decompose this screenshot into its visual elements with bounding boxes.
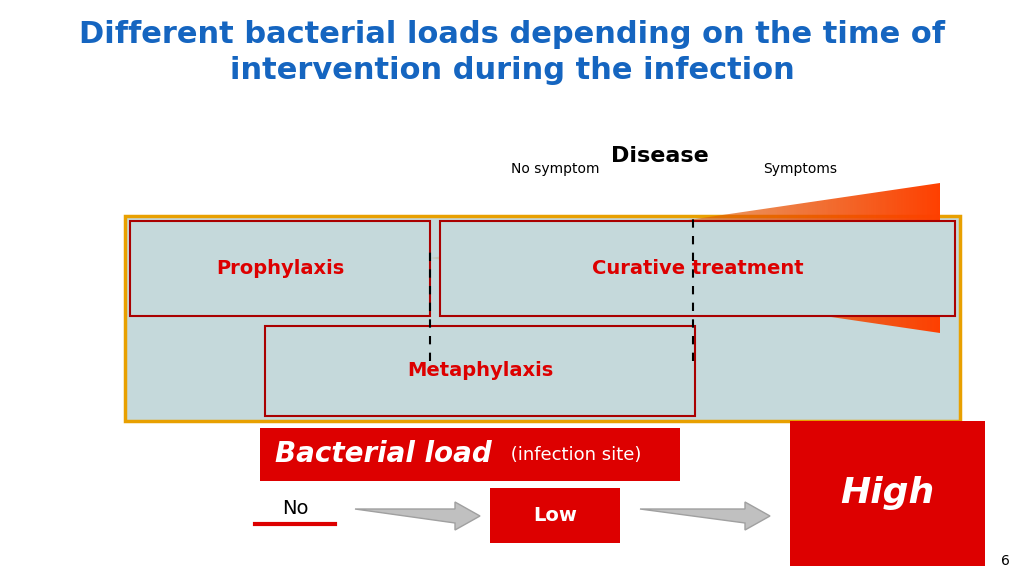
Text: 6: 6 bbox=[1001, 554, 1010, 568]
PathPatch shape bbox=[355, 502, 480, 530]
Text: No symptom: No symptom bbox=[511, 162, 599, 176]
Bar bbox=[265, 326, 695, 416]
Text: Different bacterial loads depending on the time of
intervention during the infec: Different bacterial loads depending on t… bbox=[79, 20, 945, 85]
Bar bbox=[130, 221, 430, 316]
Bar bbox=[440, 221, 955, 316]
PathPatch shape bbox=[640, 502, 770, 530]
Text: Disease: Disease bbox=[611, 146, 709, 166]
Text: High: High bbox=[841, 476, 935, 510]
Text: Bacterial load: Bacterial load bbox=[275, 441, 492, 468]
Text: Low: Low bbox=[534, 506, 577, 525]
Bar bbox=[125, 216, 961, 421]
Text: No: No bbox=[282, 498, 308, 517]
Text: Curative treatment: Curative treatment bbox=[592, 259, 803, 278]
Text: Prophylaxis: Prophylaxis bbox=[216, 259, 344, 278]
Bar bbox=[790, 421, 985, 566]
Text: Metaphylaxis: Metaphylaxis bbox=[407, 362, 553, 381]
Bar bbox=[260, 428, 680, 481]
Bar bbox=[490, 488, 620, 543]
Text: (infection site): (infection site) bbox=[505, 445, 641, 464]
Text: Symptoms: Symptoms bbox=[763, 162, 837, 176]
